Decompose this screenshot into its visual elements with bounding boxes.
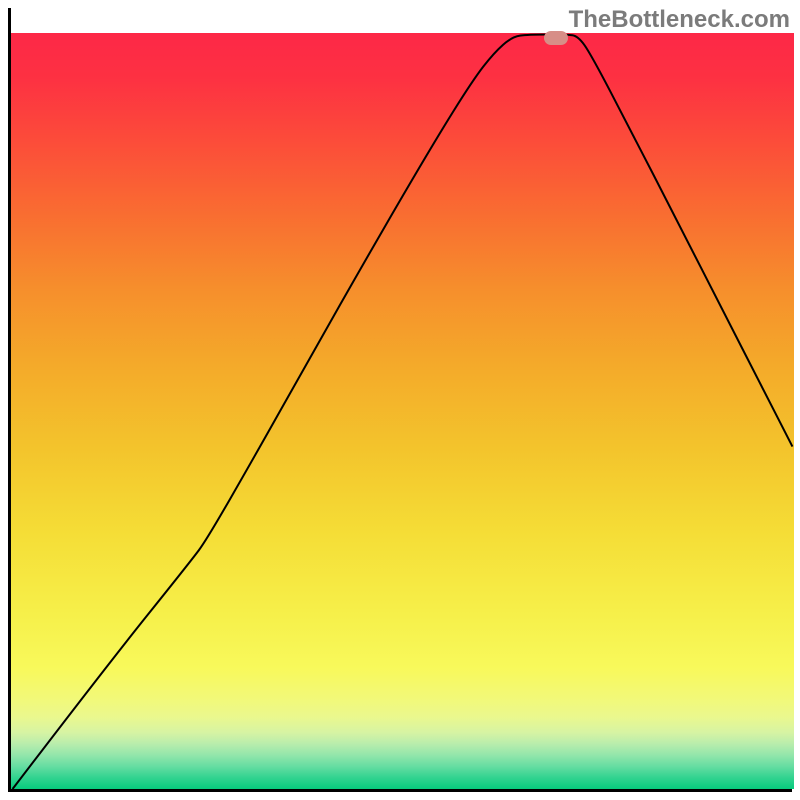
watermark-text: TheBottleneck.com <box>569 6 790 34</box>
chart-curve <box>11 33 794 789</box>
highlight-marker <box>544 31 568 45</box>
